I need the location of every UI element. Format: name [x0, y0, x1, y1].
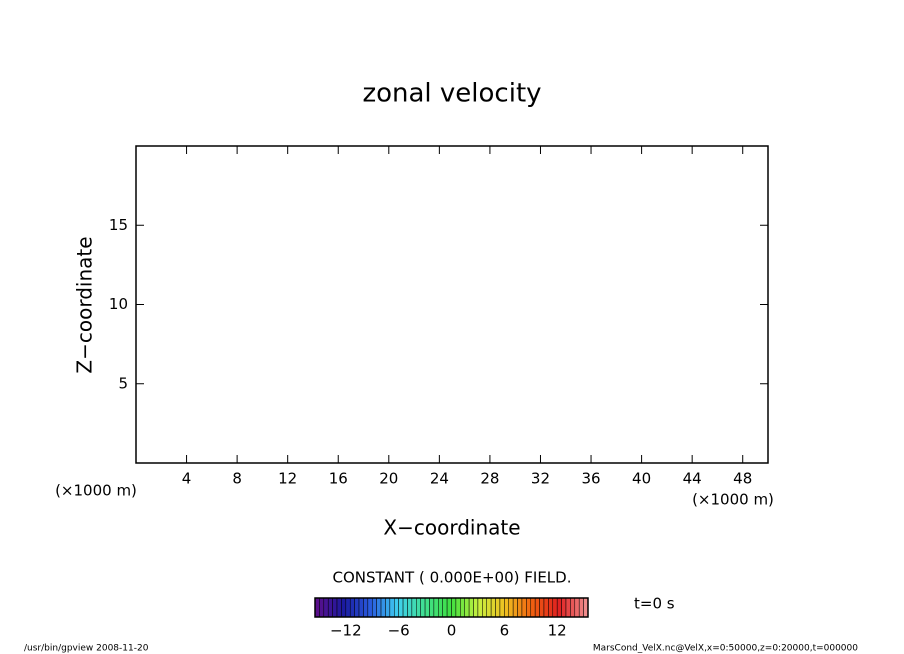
colorbar-cell — [526, 597, 532, 618]
colorbar-cell — [508, 597, 514, 618]
colorbar-cell — [464, 597, 470, 618]
x-unit: (×1000 m) — [692, 491, 774, 509]
colorbar-frame — [314, 597, 589, 618]
colorbar-cell — [358, 597, 364, 618]
colorbar-cell — [517, 597, 523, 618]
colorbar-cell — [429, 597, 435, 618]
colorbar-tick-label: 6 — [500, 622, 510, 640]
footer-left: /usr/bin/gpview 2008-11-20 — [24, 644, 149, 654]
colorbar-cell — [539, 597, 545, 618]
colorbar-cell — [521, 597, 527, 618]
colorbar-cell — [385, 597, 391, 618]
chart-title: zonal velocity — [362, 79, 541, 109]
colorbar-tick-label: 12 — [548, 622, 567, 640]
x-tick-label: 44 — [683, 470, 702, 488]
colorbar-cell — [341, 597, 347, 618]
colorbar-cell — [327, 597, 333, 618]
x-tick-label: 36 — [581, 470, 600, 488]
colorbar-cell — [504, 597, 509, 618]
colorbar-cell — [332, 597, 338, 618]
colorbar-cell — [512, 597, 518, 618]
colorbar-cell — [543, 597, 549, 618]
y-tick-label: 10 — [109, 295, 128, 313]
y-unit: (×1000 m) — [55, 482, 137, 500]
colorbar-cell — [433, 597, 439, 618]
colorbar-cell — [451, 597, 457, 618]
x-axis-label: X−coordinate — [383, 516, 520, 540]
x-tick-label: 4 — [182, 470, 192, 488]
colorbar-cell — [380, 597, 386, 618]
colorbar-cell — [394, 597, 399, 618]
footer-right: MarsCond_VelX.nc@VelX,x=0:50000,z=0:2000… — [593, 644, 858, 654]
colorbar-cell — [574, 597, 580, 618]
colorbar-tick-label: 0 — [447, 622, 457, 640]
colorbar-cell — [420, 597, 426, 618]
colorbar-cell — [548, 597, 554, 618]
colorbar-cell — [490, 597, 496, 618]
x-tick-label: 24 — [430, 470, 449, 488]
y-axis-label: Z−coordinate — [73, 236, 97, 373]
colorbar-cell — [407, 597, 413, 618]
x-tick-label: 48 — [733, 470, 752, 488]
colorbar-cell — [552, 597, 558, 618]
x-tick-label: 8 — [232, 470, 242, 488]
colorbar-cell — [477, 597, 483, 618]
colorbar-cell — [371, 597, 377, 618]
colorbar-cell — [495, 597, 501, 618]
x-tick-label: 40 — [632, 470, 651, 488]
y-tick-label: 15 — [109, 216, 128, 234]
colorbar-cell — [455, 597, 461, 618]
colorbar-cell — [398, 597, 404, 618]
colorbar-cell — [530, 597, 536, 618]
colorbar-cell — [486, 597, 492, 618]
colorbar-cell — [442, 597, 448, 618]
x-tick-label: 32 — [531, 470, 550, 488]
x-tick-label: 16 — [329, 470, 348, 488]
colorbar-cell — [416, 597, 421, 618]
colorbar-cell — [319, 597, 325, 618]
colorbar-cell — [336, 597, 342, 618]
colorbar-cell — [460, 597, 465, 618]
colorbar-cell — [499, 597, 505, 618]
colorbar-cell — [438, 597, 443, 618]
colorbar-cell — [561, 597, 567, 618]
colorbar-cell — [367, 597, 373, 618]
colorbar-cell — [446, 597, 452, 618]
colorbar-cell — [578, 597, 584, 618]
x-tick-label: 12 — [278, 470, 297, 488]
colorbar-tick-label: −6 — [388, 622, 410, 640]
colorbar-cell — [570, 597, 576, 618]
colorbar-cell — [349, 597, 355, 618]
colorbar-cell — [473, 597, 479, 618]
colorbar-cell — [424, 597, 430, 618]
colorbar-cell — [468, 597, 474, 618]
colorbar-cell — [323, 597, 329, 618]
x-tick-label: 20 — [379, 470, 398, 488]
colorbar-cell — [402, 597, 408, 618]
colorbar-cell — [534, 597, 540, 618]
x-tick-label: 28 — [480, 470, 499, 488]
colorbar-cell — [482, 597, 487, 618]
y-tick-label: 5 — [118, 374, 128, 392]
field-note: CONSTANT ( 0.000E+00) FIELD. — [333, 569, 572, 587]
colorbar-tick-label: −12 — [330, 622, 362, 640]
colorbar-cell — [565, 597, 571, 618]
colorbar-cell — [363, 597, 369, 618]
time-label: t=0 s — [634, 595, 675, 613]
colorbar-cell — [556, 597, 562, 618]
colorbar-cell — [354, 597, 360, 618]
colorbar-cell — [376, 597, 382, 618]
colorbar-cell — [345, 597, 351, 618]
colorbar-cell — [411, 597, 417, 618]
colorbar-cell — [389, 597, 395, 618]
